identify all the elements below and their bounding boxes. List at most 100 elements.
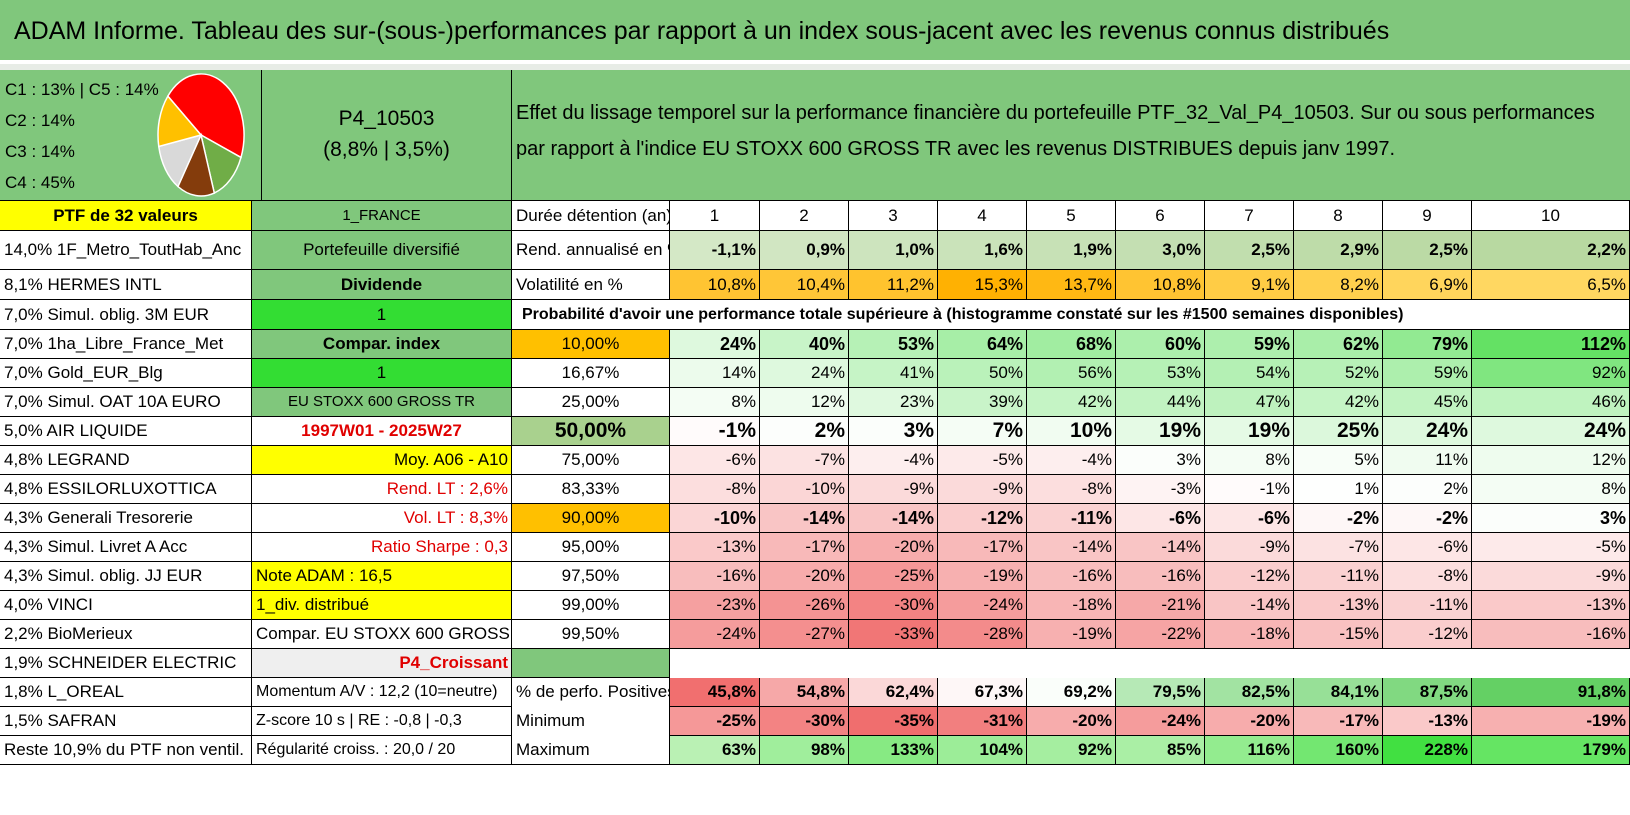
probability-value: -30% — [849, 591, 938, 620]
probability-value: -16% — [1027, 562, 1116, 591]
probability-value: -18% — [1205, 620, 1294, 649]
probability-value: 7% — [938, 417, 1027, 446]
probability-value: 46% — [1472, 388, 1630, 417]
probability-value: 3% — [1116, 446, 1205, 475]
param-cell: EU STOXX 600 GROSS TR — [252, 388, 512, 417]
year-header: 9 — [1383, 201, 1472, 231]
probability-value: 12% — [760, 388, 849, 417]
probability-value: -18% — [1027, 591, 1116, 620]
probability-value: -2% — [1294, 504, 1383, 533]
probability-value: 24% — [1472, 417, 1630, 446]
probability-value: -8% — [1383, 562, 1472, 591]
probability-value: -14% — [1027, 533, 1116, 562]
probability-value: 56% — [1027, 359, 1116, 388]
probability-value: 8% — [1472, 475, 1630, 504]
probability-value: -20% — [849, 533, 938, 562]
probability-value: -7% — [760, 446, 849, 475]
threshold-cell: 95,00% — [512, 533, 670, 562]
minimum-value: -19% — [1472, 707, 1630, 736]
pie-legend-line: C2 : 14% — [5, 111, 75, 130]
positives-value: 45,8% — [670, 678, 760, 707]
year-header: 1 — [670, 201, 760, 231]
probability-value: 14% — [670, 359, 760, 388]
probability-value: 24% — [1383, 417, 1472, 446]
probability-value: 8% — [1205, 446, 1294, 475]
minimum-value: -20% — [1205, 707, 1294, 736]
maximum-value: 116% — [1205, 736, 1294, 765]
probability-value: 11% — [1383, 446, 1472, 475]
holding-row: 1,8% L_OREAL — [0, 678, 252, 707]
probability-value: -6% — [1205, 504, 1294, 533]
year-header: 8 — [1294, 201, 1383, 231]
threshold-cell: 97,50% — [512, 562, 670, 591]
rend-value: 1,0% — [849, 231, 938, 270]
probability-value: 19% — [1205, 417, 1294, 446]
holding-row: 7,0% 1ha_Libre_France_Met — [0, 330, 252, 359]
holding-row: 1,5% SAFRAN — [0, 707, 252, 736]
probability-value: -23% — [670, 591, 760, 620]
probability-value: -13% — [670, 533, 760, 562]
probability-value: 68% — [1027, 330, 1116, 359]
probability-value: -20% — [760, 562, 849, 591]
probability-value: -9% — [1472, 562, 1630, 591]
allocation-box: C1 : 13% | C5 : 14% C2 : 14% C3 : 14% C4… — [0, 70, 262, 201]
probability-value: -10% — [760, 475, 849, 504]
allocation-pie-chart — [157, 73, 245, 197]
probability-value: -12% — [1205, 562, 1294, 591]
param-cell: Vol. LT : 8,3% — [252, 504, 512, 533]
positives-value: 62,4% — [849, 678, 938, 707]
probability-value: 12% — [1472, 446, 1630, 475]
portfolio-description: Effet du lissage temporel sur la perform… — [512, 70, 1630, 201]
pie-slice-c5 — [157, 94, 203, 148]
pie-legend-line: C3 : 14% — [5, 142, 75, 161]
vol-value: 11,2% — [849, 270, 938, 300]
rend-value: 2,5% — [1383, 231, 1472, 270]
holding-row: 4,3% Simul. Livret A Acc — [0, 533, 252, 562]
threshold-cell: 83,33% — [512, 475, 670, 504]
threshold-cell: 90,00% — [512, 504, 670, 533]
probability-value: -8% — [670, 475, 760, 504]
rend-value: 2,2% — [1472, 231, 1630, 270]
probability-value: -16% — [1116, 562, 1205, 591]
positives-value: 54,8% — [760, 678, 849, 707]
probability-value: 1% — [1294, 475, 1383, 504]
year-header: 4 — [938, 201, 1027, 231]
probability-value: -4% — [1027, 446, 1116, 475]
probability-value: 92% — [1472, 359, 1630, 388]
probability-value: -9% — [1205, 533, 1294, 562]
probability-value: 47% — [1205, 388, 1294, 417]
empty-cell — [1472, 300, 1630, 330]
vol-value: 9,1% — [1205, 270, 1294, 300]
holding-row: 8,1% HERMES INTL — [0, 270, 252, 300]
portfolio-title: PTF de 32 valeurs — [0, 201, 252, 231]
holding-row: 5,0% AIR LIQUIDE — [0, 417, 252, 446]
probability-value: 3% — [1472, 504, 1630, 533]
probability-value: -16% — [670, 562, 760, 591]
maximum-value: 228% — [1383, 736, 1472, 765]
probability-value: -9% — [938, 475, 1027, 504]
probability-value: -13% — [1294, 591, 1383, 620]
positives-value: 69,2% — [1027, 678, 1116, 707]
probability-value: -8% — [1027, 475, 1116, 504]
threshold-cell: 75,00% — [512, 446, 670, 475]
positives-value: 82,5% — [1205, 678, 1294, 707]
probability-value: -10% — [670, 504, 760, 533]
positives-value: 84,1% — [1294, 678, 1383, 707]
minimum-value: -20% — [1027, 707, 1116, 736]
probability-value: -6% — [670, 446, 760, 475]
maximum-value: 104% — [938, 736, 1027, 765]
probability-title: Probabilité d'avoir une performance tota… — [512, 300, 1472, 330]
pie-slice-c4 — [166, 73, 245, 159]
probability-value: 64% — [938, 330, 1027, 359]
positives-value: 67,3% — [938, 678, 1027, 707]
probability-value: 5% — [1294, 446, 1383, 475]
param-cell: Régularité croiss. : 20,0 / 20 — [252, 736, 512, 765]
param-cell: Rend. LT : 2,6% — [252, 475, 512, 504]
minimum-label: Minimum — [512, 707, 670, 736]
threshold-cell: 16,67% — [512, 359, 670, 388]
probability-value: 8% — [670, 388, 760, 417]
probability-value: -1% — [1205, 475, 1294, 504]
param-cell: 1_div. distribué — [252, 591, 512, 620]
probability-value: -33% — [849, 620, 938, 649]
maximum-value: 63% — [670, 736, 760, 765]
